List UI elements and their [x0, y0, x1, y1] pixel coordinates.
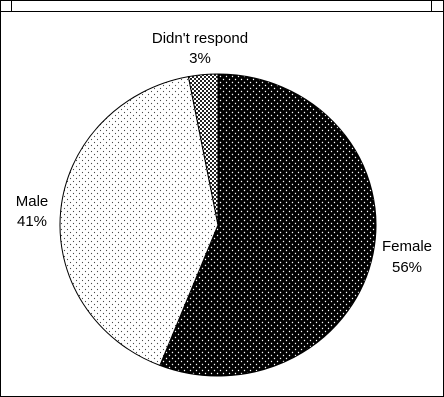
strip-divider: [431, 1, 432, 11]
slice-label-male: Male: [16, 193, 49, 210]
slice-pct-no-response: 3%: [189, 50, 211, 67]
slice-pct-male: 41%: [17, 213, 47, 230]
slice-pct-female: 56%: [392, 259, 422, 276]
pie-slice-female: [159, 73, 377, 377]
pie-slice-no-response: [187, 73, 219, 226]
pie-slice-male: [59, 76, 219, 367]
slice-label-female: Female: [382, 238, 432, 255]
chart-title-strip: [1, 1, 443, 12]
strip-divider: [11, 1, 12, 11]
slice-label-no-response: Didn't respond: [152, 30, 248, 47]
